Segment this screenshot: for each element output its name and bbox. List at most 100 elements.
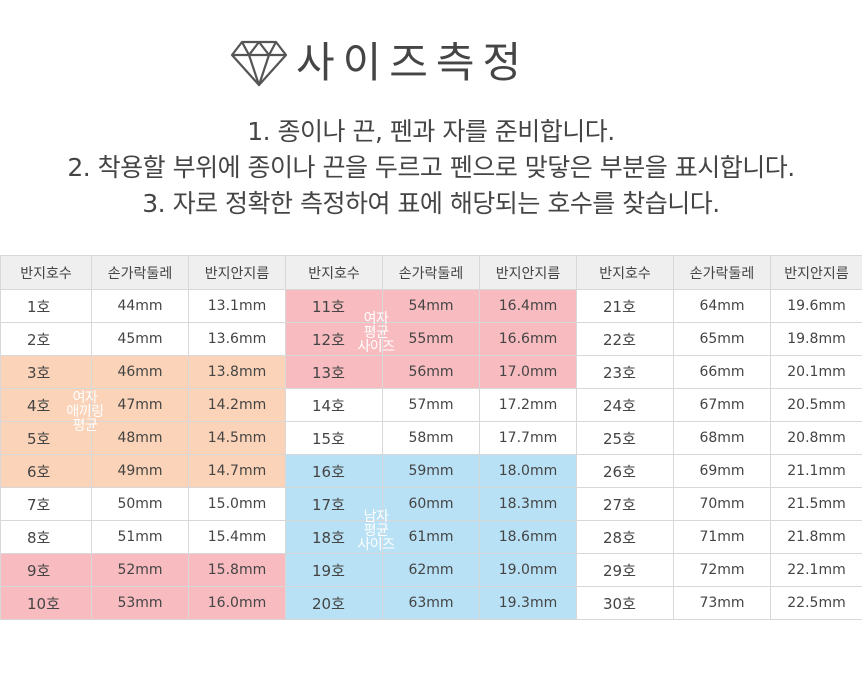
table-row: 6호 49mm 14.7mm 16호 59mm 18.0mm 26호 69mm 21.1mm <box>0 454 862 488</box>
diameter-cell: 15.8mm <box>188 553 286 587</box>
diameter-cell: 17.2mm <box>479 388 577 422</box>
size-cell: 6호 <box>0 454 92 488</box>
circumference-cell: 64mm <box>673 289 771 323</box>
page-title: 사이즈측정 <box>296 38 530 87</box>
diameter-cell: 20.1mm <box>770 355 862 389</box>
diamond-icon <box>230 40 288 87</box>
diameter-cell: 15.0mm <box>188 487 286 521</box>
circumference-cell: 47mm <box>91 388 189 422</box>
diameter-cell: 17.7mm <box>479 421 577 455</box>
header-inner-diameter: 반지안지름 <box>188 255 286 290</box>
circumference-cell: 48mm <box>91 421 189 455</box>
diameter-cell: 18.0mm <box>479 454 577 488</box>
circumference-cell: 61mm <box>382 520 480 554</box>
diameter-cell: 18.6mm <box>479 520 577 554</box>
circumference-cell: 70mm <box>673 487 771 521</box>
size-cell: 10호 <box>0 586 92 620</box>
circumference-cell: 72mm <box>673 553 771 587</box>
diameter-cell: 20.5mm <box>770 388 862 422</box>
table-row: 2호 45mm 13.6mm 12호 55mm 16.6mm 22호 65mm 19.8mm <box>0 322 862 356</box>
circumference-cell: 59mm <box>382 454 480 488</box>
instruction-step-2: 2. 착용할 부위에 종이나 끈을 두르고 펜으로 맞닿은 부분을 표시합니다. <box>67 153 795 182</box>
header-finger-circumference: 손가락둘레 <box>382 255 480 290</box>
diameter-cell: 19.3mm <box>479 586 577 620</box>
diameter-cell: 20.8mm <box>770 421 862 455</box>
table-row: 9호 52mm 15.8mm 19호 62mm 19.0mm 29호 72mm 22.1mm <box>0 553 862 587</box>
size-cell: 20호 <box>285 586 383 620</box>
instructions: 1. 종이나 끈, 펜과 자를 준비합니다. 2. 착용할 부위에 종이나 끈을… <box>0 114 862 222</box>
size-cell: 7호 <box>0 487 92 521</box>
circumference-cell: 67mm <box>673 388 771 422</box>
size-cell: 22호 <box>576 322 674 356</box>
diameter-cell: 17.0mm <box>479 355 577 389</box>
diameter-cell: 22.1mm <box>770 553 862 587</box>
header-inner-diameter: 반지안지름 <box>770 255 862 290</box>
table-row: 8호 51mm 15.4mm 18호 61mm 18.6mm 28호 71mm 21.8mm <box>0 520 862 554</box>
table-row: 10호 53mm 16.0mm 20호 63mm 19.3mm 30호 73mm 22.5mm <box>0 586 862 620</box>
size-cell: 5호 <box>0 421 92 455</box>
circumference-cell: 68mm <box>673 421 771 455</box>
table-row: 7호 50mm 15.0mm 17호 60mm 18.3mm 27호 70mm 21.5mm <box>0 487 862 521</box>
diameter-cell: 14.7mm <box>188 454 286 488</box>
size-cell: 21호 <box>576 289 674 323</box>
circumference-cell: 57mm <box>382 388 480 422</box>
instruction-step-1: 1. 종이나 끈, 펜과 자를 준비합니다. <box>247 117 615 146</box>
header-ring-size: 반지호수 <box>0 255 92 290</box>
size-cell: 29호 <box>576 553 674 587</box>
diameter-cell: 18.3mm <box>479 487 577 521</box>
diameter-cell: 13.1mm <box>188 289 286 323</box>
size-cell: 24호 <box>576 388 674 422</box>
circumference-cell: 45mm <box>91 322 189 356</box>
header-finger-circumference: 손가락둘레 <box>91 255 189 290</box>
tag-men-average: 남자 평균 사이즈 <box>357 509 395 553</box>
tag-women-average: 여자 평균 사이즈 <box>357 311 395 355</box>
circumference-cell: 46mm <box>91 355 189 389</box>
diameter-cell: 22.5mm <box>770 586 862 620</box>
circumference-cell: 55mm <box>382 322 480 356</box>
circumference-cell: 51mm <box>91 520 189 554</box>
size-cell: 23호 <box>576 355 674 389</box>
circumference-cell: 52mm <box>91 553 189 587</box>
circumference-cell: 63mm <box>382 586 480 620</box>
diameter-cell: 16.0mm <box>188 586 286 620</box>
circumference-cell: 71mm <box>673 520 771 554</box>
size-cell: 27호 <box>576 487 674 521</box>
diameter-cell: 19.6mm <box>770 289 862 323</box>
diameter-cell: 13.6mm <box>188 322 286 356</box>
diameter-cell: 21.1mm <box>770 454 862 488</box>
size-cell: 19호 <box>285 553 383 587</box>
diameter-cell: 16.4mm <box>479 289 577 323</box>
size-cell: 1호 <box>0 289 92 323</box>
circumference-cell: 44mm <box>91 289 189 323</box>
size-cell: 13호 <box>285 355 383 389</box>
table-row: 5호 48mm 14.5mm 15호 58mm 17.7mm 25호 68mm 20.8mm <box>0 421 862 455</box>
header-finger-circumference: 손가락둘레 <box>673 255 771 290</box>
diameter-cell: 16.6mm <box>479 322 577 356</box>
table-row: 3호 46mm 13.8mm 13호 56mm 17.0mm 23호 66mm 20.1mm <box>0 355 862 389</box>
circumference-cell: 69mm <box>673 454 771 488</box>
ring-size-table-wrap: 반지호수 손가락둘레 반지안지름 반지호수 손가락둘레 반지안지름 반지호수 손가락둘레 반지안… <box>0 255 862 620</box>
diameter-cell: 15.4mm <box>188 520 286 554</box>
diameter-cell: 14.2mm <box>188 388 286 422</box>
size-cell: 3호 <box>0 355 92 389</box>
circumference-cell: 53mm <box>91 586 189 620</box>
size-cell: 25호 <box>576 421 674 455</box>
circumference-cell: 65mm <box>673 322 771 356</box>
circumference-cell: 58mm <box>382 421 480 455</box>
size-cell: 16호 <box>285 454 383 488</box>
table-body: 1호 44mm 13.1mm 11호 54mm 16.4mm 21호 64mm 19.6mm 2호… <box>0 289 862 620</box>
ring-size-table: 반지호수 손가락둘레 반지안지름 반지호수 손가락둘레 반지안지름 반지호수 손가락둘레 반지안… <box>0 255 862 620</box>
header-inner-diameter: 반지안지름 <box>479 255 577 290</box>
circumference-cell: 49mm <box>91 454 189 488</box>
circumference-cell: 62mm <box>382 553 480 587</box>
size-cell: 15호 <box>285 421 383 455</box>
circumference-cell: 60mm <box>382 487 480 521</box>
title-section: 사이즈측정 <box>0 34 862 94</box>
size-cell: 14호 <box>285 388 383 422</box>
diameter-cell: 19.8mm <box>770 322 862 356</box>
diameter-cell: 19.0mm <box>479 553 577 587</box>
tag-women-pinky: 여자 애끼링 평균 <box>66 390 104 434</box>
header-ring-size: 반지호수 <box>285 255 383 290</box>
diameter-cell: 21.8mm <box>770 520 862 554</box>
size-cell: 2호 <box>0 322 92 356</box>
